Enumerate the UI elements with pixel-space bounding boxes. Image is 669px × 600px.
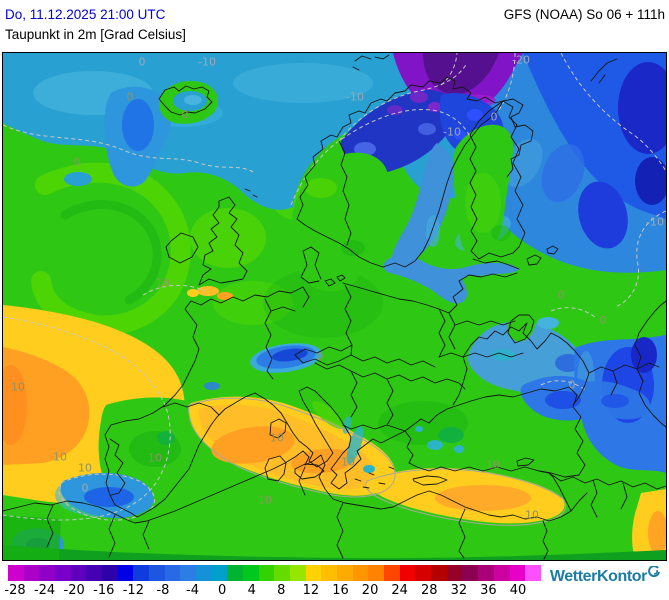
map-country-borders [3,54,666,560]
legend-color-segment [23,565,40,581]
legend-color-segment [211,565,228,581]
legend-color-segment [133,565,150,581]
legend-tick-label: 8 [277,583,286,598]
legend-color-segment [415,565,432,581]
legend-color-segment [352,565,369,581]
legend-color-segment [431,565,447,581]
legend-tick-label: -8 [156,583,170,598]
legend-color-segment [243,565,259,581]
legend-color-segment [227,565,244,581]
legend-color-segment [399,565,416,581]
globe-swirl-icon [648,565,660,583]
legend-tick-label: 28 [420,583,438,598]
map-frame: 0 -10 -20 -10 0 0 0 0 -10 -10 0 10 10 10 10 10 0 10 0 10 10 1… [2,52,667,561]
legend-color-segment [102,565,118,581]
legend-tick-label: 32 [450,583,468,598]
legend-color-segment [493,565,510,581]
legend-tick-label: -16 [93,583,115,598]
legend-color-segment [478,565,494,581]
legend-color-segment [462,565,479,581]
legend-tick-label: 4 [247,583,256,598]
legend-color-segment [149,565,165,581]
legend-color-segment [509,565,526,581]
legend-tick-label: -4 [186,583,200,598]
legend-color-segment [8,565,24,581]
legend-tick-label: -20 [63,583,85,598]
legend-tick-label: -12 [122,583,144,598]
legend-color-segment [446,565,463,581]
legend-color-segment [274,565,291,581]
legend-tick-label: 40 [509,583,527,598]
legend-color-segment [180,565,197,581]
legend-color-segment [258,565,275,581]
legend-color-segment [70,565,87,581]
wetterkontor-logo-text: WetterKontor [549,568,648,585]
legend-color-segment [384,565,400,581]
legend-color-segment [290,565,306,581]
legend-color-segment [164,565,181,581]
weather-map [3,53,666,560]
legend-ticks: -28 -24 -20 -16 -12 -8 -4 0 4 8 12 16 20 24 28 32 36 40 [0,583,565,599]
parameter-title: Taupunkt in 2m [Grad Celsius] [5,27,186,42]
legend-tick-label: -24 [33,583,56,598]
legend-color-segment [305,565,322,581]
legend-color-segment [196,565,212,581]
legend-color-segment [337,565,353,581]
legend-tick-label: 0 [217,583,227,598]
legend-color-segment [117,565,134,581]
legend-tick-label: 16 [332,583,349,598]
legend-tick-label: 36 [480,583,497,598]
legend-tick-label: 20 [361,583,379,598]
valid-datetime: Do, 11.12.2025 21:00 UTC [5,7,166,22]
legend-color-segment [525,565,541,581]
legend-tick-label: 24 [391,583,408,598]
model-run-info: GFS (NOAA) So 06 + 111h [503,7,665,22]
map-fill-regions [3,53,666,560]
legend-color-segment [55,565,71,581]
legend-color-segment [39,565,56,581]
legend-tick-label: 12 [302,583,320,598]
wetterkontor-logo: WetterKontor [549,565,660,586]
legend-color-segment [86,565,103,581]
legend-colorbar [8,565,541,581]
legend-color-segment [368,565,385,581]
legend-tick-label: -28 [4,583,26,598]
legend-color-segment [321,565,338,581]
